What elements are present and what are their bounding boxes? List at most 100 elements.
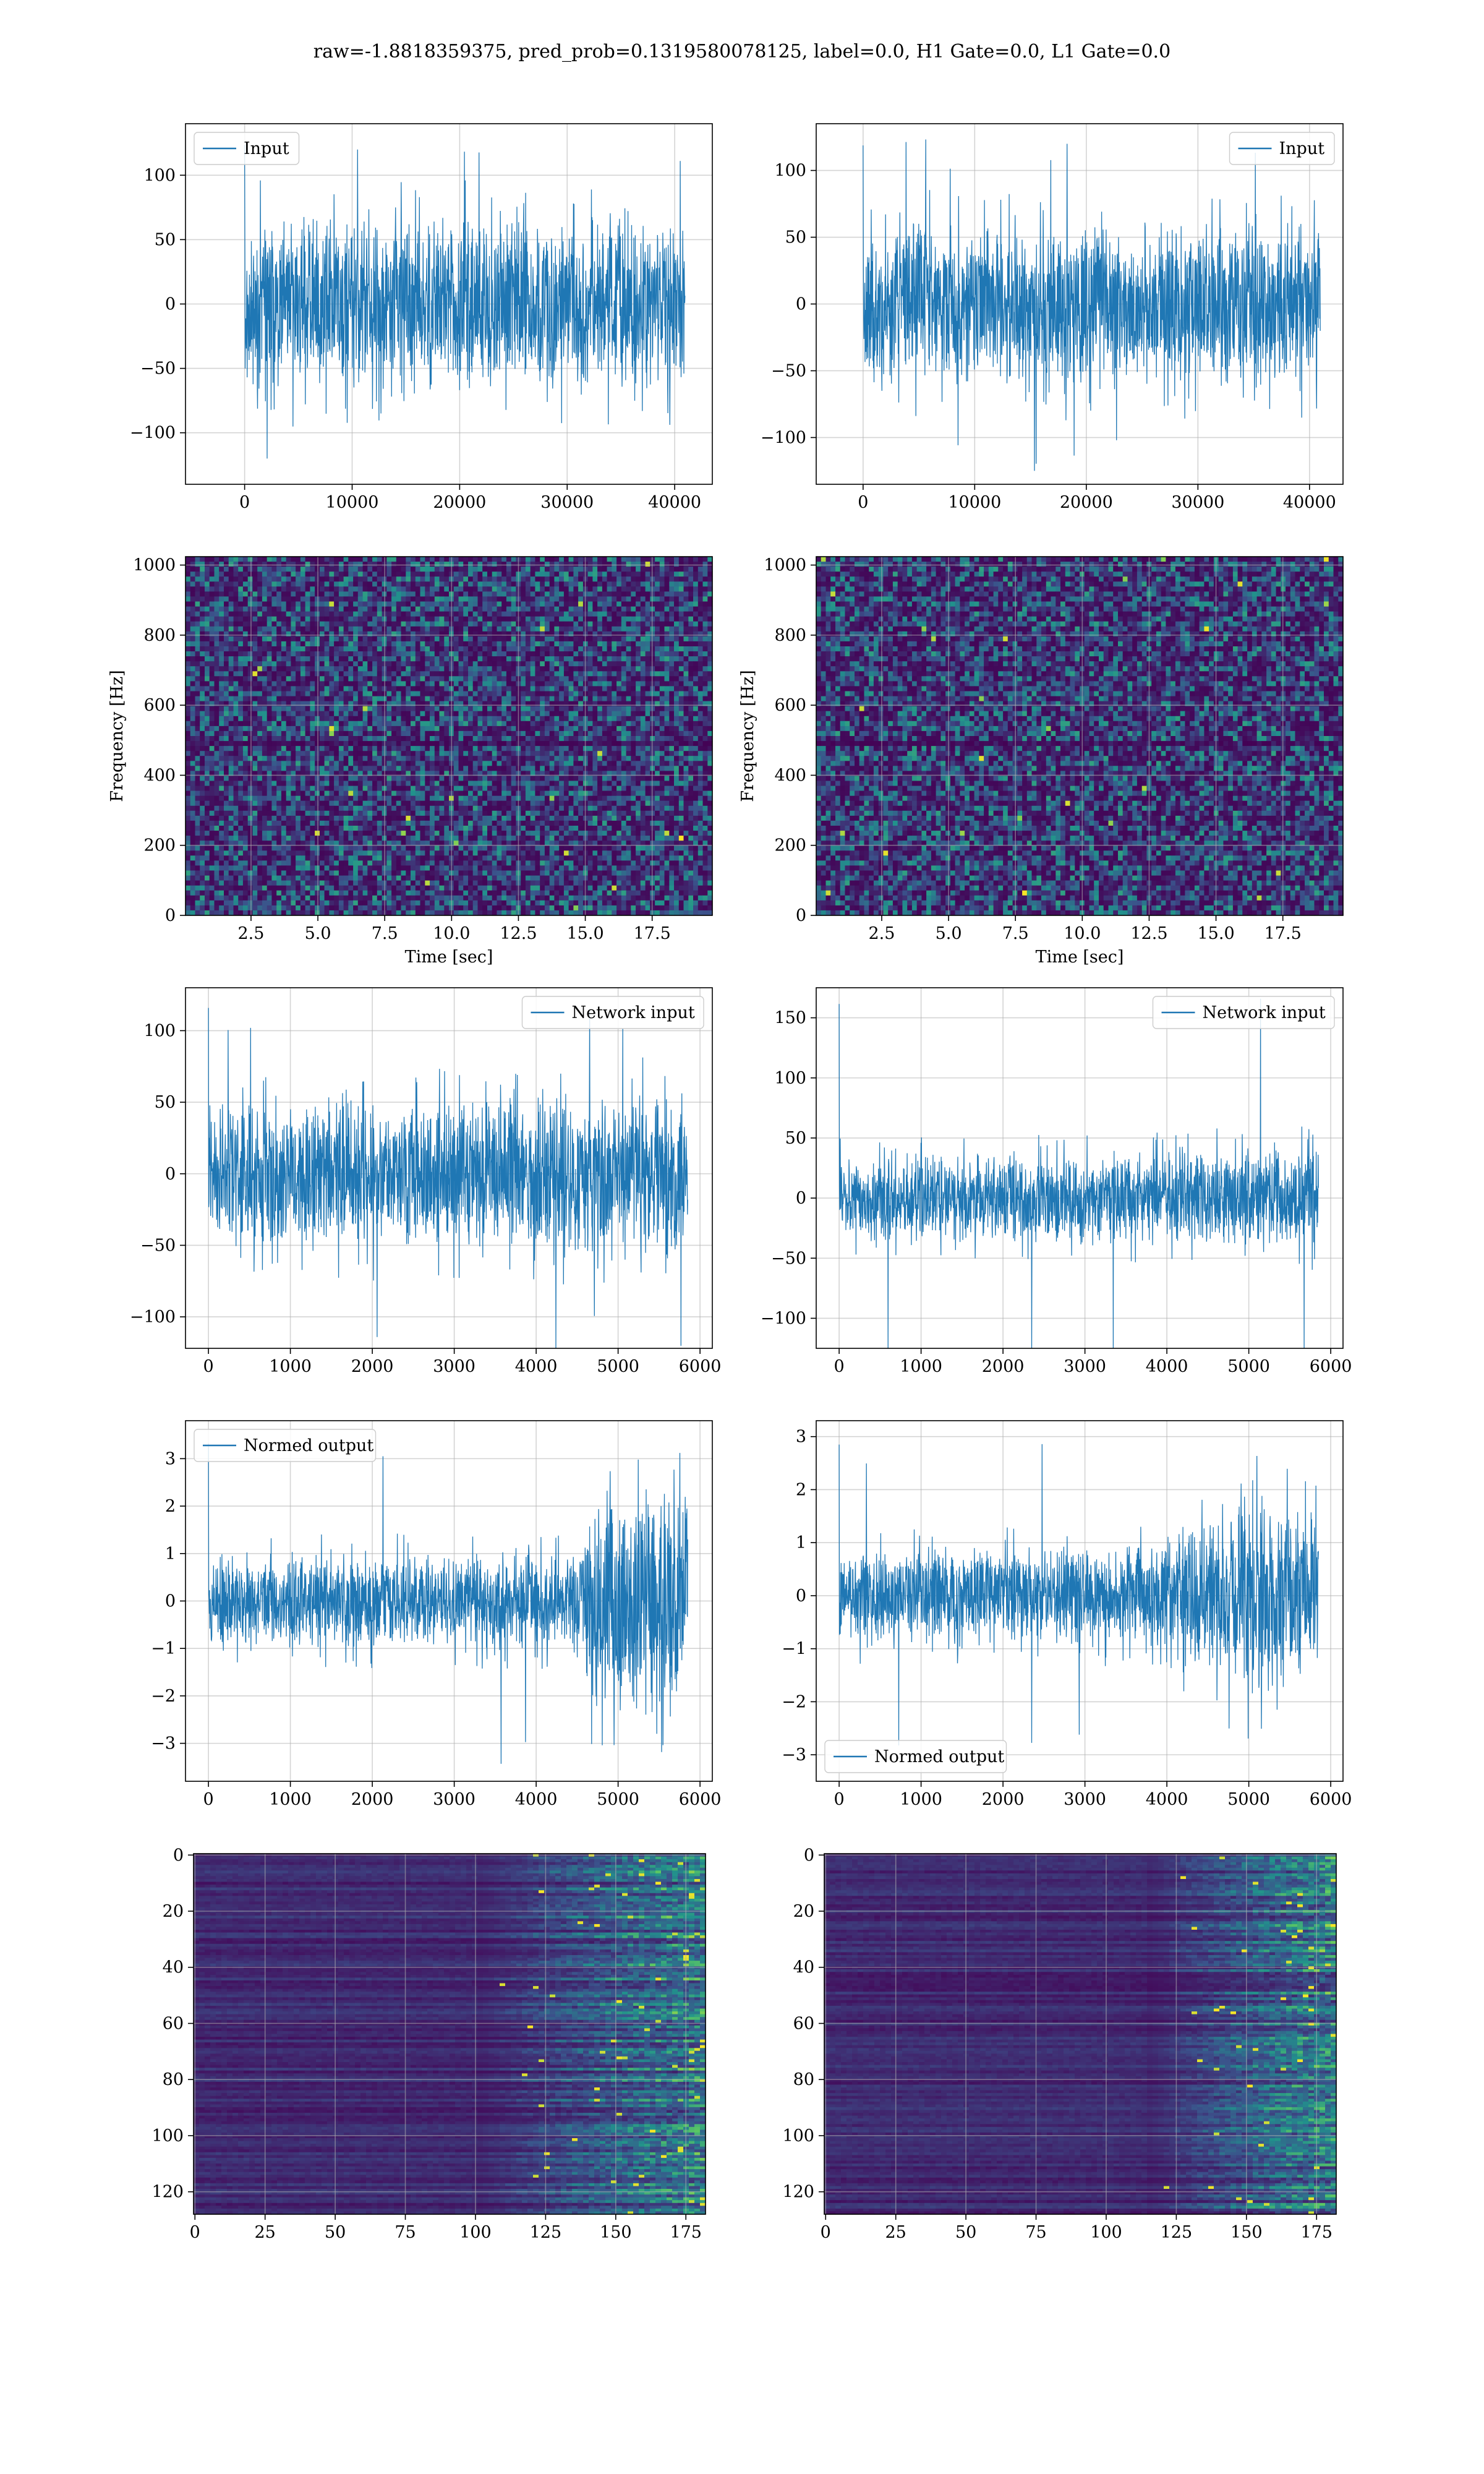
figure-title: raw=-1.8818359375, pred_prob=0.131958007… xyxy=(0,41,1484,62)
legend-box xyxy=(521,996,704,1029)
y-tick-label: 40 xyxy=(163,1958,184,1977)
axes-frame xyxy=(185,987,713,1349)
y-tick-label: 100 xyxy=(143,1021,176,1040)
x-tick-label: 50 xyxy=(325,2223,346,2242)
x-tick-label: 125 xyxy=(1161,2223,1193,2242)
x-tick-label: 5000 xyxy=(1227,1357,1270,1376)
y-tick-label: 2 xyxy=(796,1480,806,1499)
x-tick-label: 10000 xyxy=(948,493,1001,512)
y-tick-label: 0 xyxy=(173,1846,184,1865)
y-tick-label: 100 xyxy=(782,2126,814,2146)
y-tick-label: −2 xyxy=(151,1687,176,1706)
input-l1-panel: 0 10000 20000 30000 40000 −100 −50 0 50 100 Input xyxy=(761,123,1344,512)
y-tick-label: 60 xyxy=(793,2014,814,2033)
x-tick-label: 100 xyxy=(1090,2223,1122,2242)
legend-box xyxy=(194,132,300,165)
y-tick-label: 80 xyxy=(163,2070,184,2089)
y-tick-label: −50 xyxy=(140,1236,176,1255)
x-tick-label: 12.5 xyxy=(1130,924,1167,943)
x-tick-label: 25 xyxy=(255,2223,276,2242)
x-tick-label: 75 xyxy=(1025,2223,1046,2242)
x-tick-label: 25 xyxy=(885,2223,906,2242)
x-tick-label: 4000 xyxy=(515,1790,558,1809)
y-tick-label: −100 xyxy=(761,428,806,447)
x-tick-label: 30000 xyxy=(540,493,594,512)
y-tick-label: −3 xyxy=(782,1745,806,1765)
x-axis-label: Time [sec] xyxy=(405,948,493,967)
x-tick-label: 3000 xyxy=(1064,1357,1106,1376)
x-tick-label: 40000 xyxy=(1283,493,1336,512)
x-tick-label: 50 xyxy=(955,2223,976,2242)
x-tick-label: 1000 xyxy=(900,1357,942,1376)
y-tick-label: 0 xyxy=(165,906,176,925)
heatmap-cells xyxy=(824,1854,1337,2215)
network-input-h1-panel: 0 1000 2000 3000 4000 5000 6000 −100 −50 0 50 100 Ne… xyxy=(130,987,721,1376)
feature-map-h1-panel: 0 25 50 75 100 125 150 175 0 20 40 60 80 100 120 xyxy=(151,1846,706,2242)
y-tick-label: 600 xyxy=(143,696,176,715)
x-tick-label: 75 xyxy=(394,2223,416,2242)
legend-label: Input xyxy=(1279,139,1325,158)
axes-frame xyxy=(816,556,1344,916)
x-tick-label: 4000 xyxy=(1146,1790,1188,1809)
y-tick-label: 1 xyxy=(165,1544,176,1564)
axes-frame xyxy=(816,1420,1344,1782)
x-tick-label: 2000 xyxy=(351,1357,394,1376)
legend-box xyxy=(194,1429,377,1462)
y-tick-label: 400 xyxy=(774,766,806,785)
x-tick-label: 1000 xyxy=(900,1790,942,1809)
series-line xyxy=(208,1008,688,1348)
legend-label: Normed output xyxy=(874,1747,1004,1766)
x-tick-label: 10.0 xyxy=(433,924,470,943)
y-tick-label: 0 xyxy=(796,1189,806,1208)
normed-output-h1-panel: 0 1000 2000 3000 4000 5000 6000 −3 −2 −1 0 1 2 3 Norme… xyxy=(151,1420,722,1809)
input-h1-panel: 0 10000 20000 30000 40000 −100 −50 0 50 100 Input xyxy=(130,123,713,512)
y-tick-label: 60 xyxy=(163,2014,184,2033)
y-tick-label: −1 xyxy=(151,1639,176,1658)
y-tick-label: 20 xyxy=(163,1902,184,1921)
series-line xyxy=(863,139,1321,471)
y-tick-label: −1 xyxy=(782,1640,806,1659)
x-tick-label: 5.0 xyxy=(936,924,962,943)
x-tick-label: 15.0 xyxy=(1198,924,1235,943)
y-tick-label: 50 xyxy=(785,1129,806,1148)
y-tick-label: 0 xyxy=(796,1586,806,1606)
y-tick-label: 0 xyxy=(165,1165,176,1184)
legend-box xyxy=(1229,132,1335,165)
heatmap-cells xyxy=(186,557,713,916)
x-tick-label: 2000 xyxy=(982,1357,1025,1376)
x-tick-label: 6000 xyxy=(1310,1790,1352,1809)
y-tick-label: −50 xyxy=(771,361,806,380)
x-tick-label: 5.0 xyxy=(305,924,331,943)
legend-label: Network input xyxy=(1203,1003,1326,1022)
x-tick-label: 10.0 xyxy=(1064,924,1101,943)
y-tick-label: 800 xyxy=(143,626,176,645)
heatmap-cells xyxy=(816,557,1344,916)
x-tick-label: 6000 xyxy=(679,1790,722,1809)
x-tick-label: 0 xyxy=(203,1790,214,1809)
spectrogram-h1-panel: 2.5 5.0 7.5 10.0 12.5 15.0 17.5 0 200 400 600 800 10… xyxy=(108,556,713,967)
y-tick-label: 1000 xyxy=(133,556,176,575)
legend-label: Network input xyxy=(572,1003,695,1022)
x-tick-label: 150 xyxy=(1230,2223,1263,2242)
x-tick-label: 1000 xyxy=(269,1357,312,1376)
x-tick-label: 175 xyxy=(670,2223,702,2242)
x-tick-label: 2.5 xyxy=(237,924,264,943)
y-tick-label: 1 xyxy=(796,1533,806,1552)
x-tick-label: 17.5 xyxy=(634,924,671,943)
y-tick-label: 3 xyxy=(796,1427,806,1447)
x-tick-label: 15.0 xyxy=(567,924,604,943)
x-tick-label: 5000 xyxy=(1227,1790,1270,1809)
x-tick-label: 175 xyxy=(1300,2223,1333,2242)
x-tick-label: 0 xyxy=(239,493,250,512)
x-tick-label: 17.5 xyxy=(1264,924,1302,943)
y-tick-label: −50 xyxy=(140,359,176,379)
spectrogram-l1-panel: 2.5 5.0 7.5 10.0 12.5 15.0 17.5 0 200 400 600 800 10… xyxy=(738,556,1344,967)
y-tick-label: −100 xyxy=(130,424,176,443)
x-tick-label: 0 xyxy=(190,2223,200,2242)
x-tick-label: 3000 xyxy=(433,1790,475,1809)
y-tick-label: 50 xyxy=(155,230,176,249)
x-tick-label: 20000 xyxy=(433,493,486,512)
series-line xyxy=(838,998,1319,1349)
y-tick-label: −100 xyxy=(130,1308,176,1327)
